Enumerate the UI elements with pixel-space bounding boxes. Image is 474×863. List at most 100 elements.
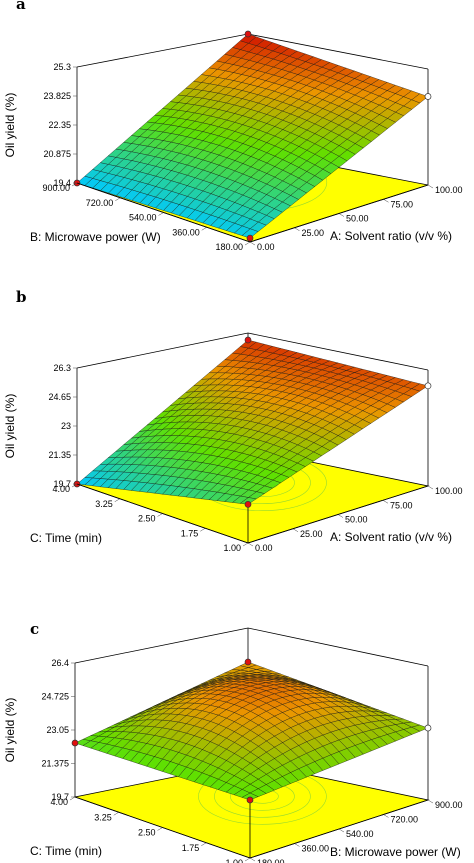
z-tick-label: 23.05 <box>46 725 69 735</box>
z-axis-label: Oil yield (%) <box>3 394 17 459</box>
y-axis-label: C: Time (min) <box>30 531 102 545</box>
y-tick <box>71 182 78 187</box>
y-tick <box>157 827 163 831</box>
y-tick-label: 540.00 <box>129 213 157 223</box>
design-point <box>424 93 432 100</box>
x-tick-label: 180.00 <box>257 858 285 863</box>
y-tick-label: 180.00 <box>215 242 243 252</box>
x-axis-label: A: Solvent ratio (v/v %) <box>330 530 452 544</box>
panel-c: c 19.7 21.375 23.05 24.725 26.4 Oil yield (%) 1… <box>3 620 463 863</box>
x-tick <box>338 213 345 217</box>
y-tick-label: 720.00 <box>86 198 114 208</box>
design-point <box>246 234 254 242</box>
x-axis-label: B: Microwave power (W) <box>330 845 461 859</box>
top-right-edge <box>247 627 429 667</box>
x-tick <box>249 857 256 862</box>
x-tick-label: 25.00 <box>302 228 325 238</box>
x-tick-label: 100.00 <box>435 486 463 496</box>
y-tick <box>158 212 164 216</box>
design-point <box>244 500 252 508</box>
y-tick <box>200 528 206 532</box>
x-axis-label: A: Solvent ratio (v/v %) <box>330 229 452 243</box>
z-tick-label: 21.35 <box>48 450 71 460</box>
z-tick-label: 22.35 <box>48 120 71 130</box>
panel-a: a 19.4 20.875 22.35 23.825 25.3 Oil yield (%) 0… <box>3 0 463 252</box>
design-point <box>246 796 254 804</box>
surface-cell <box>241 792 259 801</box>
y-tick-label: 1.00 <box>223 543 241 553</box>
x-tick-label: 900.00 <box>435 800 463 810</box>
z-tick-label: 26.4 <box>51 658 69 668</box>
y-tick-label: 1.75 <box>181 528 199 538</box>
y-tick <box>115 197 121 201</box>
y-axis-line <box>76 483 249 544</box>
y-tick <box>201 227 207 231</box>
x-tick <box>294 227 300 231</box>
x-tick-label: 360.00 <box>302 844 330 854</box>
z-tick-label: 23 <box>61 421 71 431</box>
x-tick-label: 720.00 <box>391 815 419 825</box>
panel-label: b <box>16 288 27 306</box>
x-tick-label: 75.00 <box>391 199 414 209</box>
y-tick-label: 2.50 <box>138 514 156 524</box>
z-tick-label: 26.3 <box>53 363 71 373</box>
top-left-edge <box>74 627 249 664</box>
response-surface <box>74 661 429 801</box>
y-tick <box>113 812 119 816</box>
z-tick-label: 25.3 <box>53 62 71 72</box>
response-surface <box>76 33 429 239</box>
y-tick <box>244 241 251 246</box>
top-right-edge <box>247 332 429 371</box>
design-point <box>71 739 79 747</box>
y-tick <box>69 796 76 801</box>
x-axis-line <box>247 485 429 544</box>
x-tick <box>338 828 345 833</box>
x-tick-label: 100.00 <box>435 185 463 195</box>
y-tick <box>71 483 78 488</box>
y-tick-label: 1.00 <box>225 858 243 863</box>
surface-cell <box>239 497 257 505</box>
design-point <box>244 336 252 344</box>
y-tick-label: 3.25 <box>94 812 112 822</box>
z-tick-label: 19.7 <box>51 792 69 802</box>
x-tick <box>294 843 300 847</box>
z-tick-label: 20.875 <box>43 149 71 159</box>
y-axis-label: C: Time (min) <box>30 844 102 858</box>
y-tick-label: 4.00 <box>50 797 68 807</box>
x-tick <box>249 241 256 246</box>
x-tick <box>247 542 254 547</box>
y-axis-label: B: Microwave power (W) <box>30 230 161 244</box>
x-axis-line <box>249 184 429 243</box>
top-left-edge <box>76 33 249 68</box>
z-axis-label: Oil yield (%) <box>3 93 17 158</box>
x-tick <box>427 485 434 490</box>
design-point <box>424 382 432 390</box>
design-point <box>244 658 252 666</box>
y-axis-line <box>74 796 251 859</box>
y-tick <box>157 513 163 517</box>
z-tick-label: 19.4 <box>53 178 71 188</box>
y-tick <box>201 842 207 846</box>
x-tick <box>383 199 389 203</box>
x-tick-label: 50.00 <box>345 515 368 525</box>
panel-label: a <box>16 0 26 13</box>
x-tick <box>382 500 389 504</box>
response-surface <box>76 339 429 505</box>
z-tick-label: 21.375 <box>41 759 69 769</box>
z-tick-label: 24.65 <box>48 392 71 402</box>
design-point <box>424 724 432 732</box>
x-tick <box>383 814 389 818</box>
y-tick-label: 3.25 <box>95 499 113 509</box>
y-tick-label: 360.00 <box>172 227 200 237</box>
x-tick-label: 25.00 <box>300 529 323 539</box>
top-left-edge <box>76 332 249 369</box>
z-tick-label: 24.725 <box>41 692 69 702</box>
x-tick <box>292 528 299 532</box>
panel-label: c <box>30 620 39 638</box>
x-axis-line <box>249 799 429 859</box>
y-tick-label: 1.75 <box>182 843 200 853</box>
y-tick-label: 900.00 <box>42 183 70 193</box>
y-tick-label: 2.50 <box>138 828 156 838</box>
